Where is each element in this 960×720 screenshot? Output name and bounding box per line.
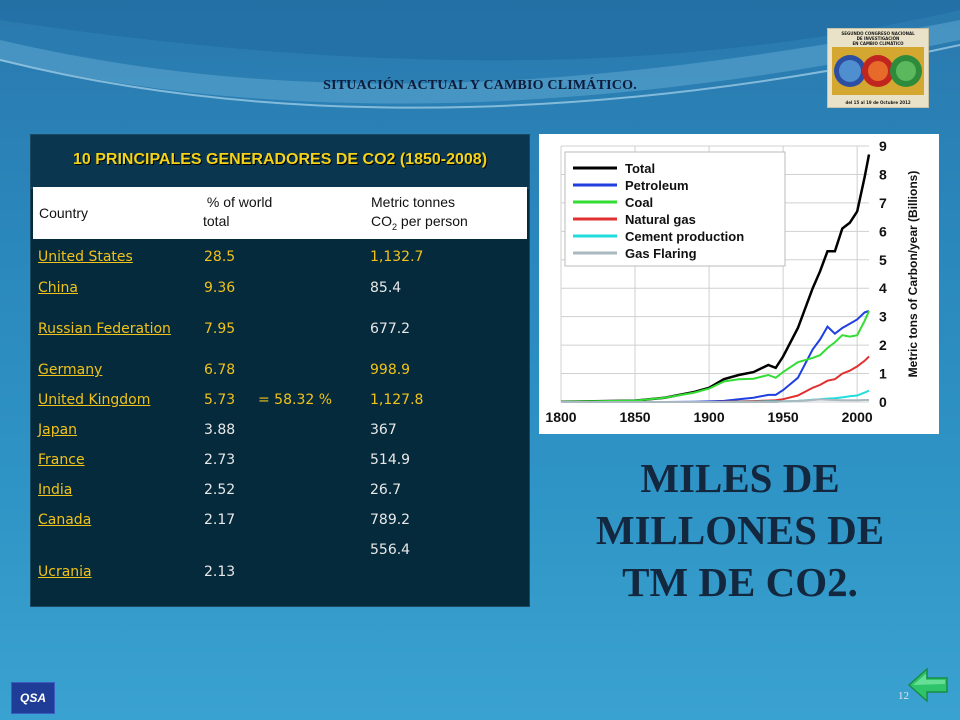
y-tick-label: 8 bbox=[879, 166, 887, 182]
qsa-logo: QSA bbox=[11, 682, 55, 714]
header-pct-line1-text: % of world bbox=[206, 194, 273, 210]
table-row-metric: 85.4 bbox=[370, 280, 402, 296]
header-metric-line1: Metric tonnes bbox=[371, 194, 456, 210]
table-row-metric: 1,132.7 bbox=[370, 249, 424, 265]
y-tick-label: 6 bbox=[879, 223, 887, 239]
units-caption-line: TM DE CO2. bbox=[622, 559, 858, 605]
table-row-metric: 1,127.8 bbox=[370, 392, 424, 408]
table-row-country-link[interactable]: United States bbox=[38, 249, 133, 265]
header-metric-suffix: per person bbox=[397, 213, 468, 229]
series-line-natural-gas bbox=[561, 355, 870, 403]
co2-table-panel: 10 PRINCIPALES GENERADORES DE CO2 (1850-… bbox=[30, 134, 530, 607]
table-row-metric: 367 bbox=[370, 422, 397, 438]
table-row-pct: 2.13 bbox=[204, 564, 236, 580]
series-line-petroleum bbox=[561, 310, 870, 403]
table-row-pct: 2.73 bbox=[204, 452, 236, 468]
emissions-chart-svg: 1800 1850 1900 1950 2000 0 1 2 3 4 5 6 7 8 9 Metric ton… bbox=[545, 138, 920, 425]
header-metric-sub: 2 bbox=[392, 221, 398, 232]
logo-globe-graphic bbox=[832, 47, 924, 95]
logo-date: del 15 al 19 de Octubre 2012 bbox=[845, 100, 911, 105]
legend-label: Gas Flaring bbox=[625, 246, 697, 261]
series-line-coal bbox=[560, 310, 870, 403]
page-number: 12 bbox=[898, 690, 909, 702]
back-arrow-button[interactable] bbox=[907, 666, 949, 704]
y-axis-label: Metric tons of Carbon/year (Billions) bbox=[906, 171, 920, 378]
x-tick-label: 1800 bbox=[545, 409, 576, 425]
table-row-country-link[interactable]: Canada bbox=[38, 512, 92, 528]
x-tick-label: 1850 bbox=[619, 409, 650, 425]
header-metric: Metric tonnes CO2 per person bbox=[371, 193, 468, 237]
table-row-pct: 9.36 bbox=[204, 280, 236, 296]
x-tick-label: 1950 bbox=[768, 409, 799, 425]
table-title: 10 PRINCIPALES GENERADORES DE CO2 (1850-… bbox=[72, 151, 488, 168]
y-tick-label: 2 bbox=[879, 337, 887, 353]
back-arrow-highlight bbox=[913, 674, 945, 685]
table-row-metric: 677.2 bbox=[370, 321, 411, 337]
legend-box bbox=[564, 151, 786, 267]
logo-text: SEGUNDO CONGRESO NACIONAL DE INVESTIGACI… bbox=[828, 31, 928, 46]
table-row-country-link[interactable]: Germany bbox=[38, 362, 103, 378]
logo-text-line: SEGUNDO CONGRESO NACIONAL bbox=[841, 31, 915, 36]
congress-logo: SEGUNDO CONGRESO NACIONAL DE INVESTIGACI… bbox=[827, 28, 929, 108]
slide-title: SITUACIÓN ACTUAL Y CAMBIO CLIMÁTICO. bbox=[323, 78, 637, 93]
series-line-gas-flaring bbox=[561, 398, 869, 403]
emissions-chart: 1800 1850 1900 1950 2000 0 1 2 3 4 5 6 7 8 9 Metric ton… bbox=[539, 134, 939, 434]
table-row-pct: 2.52 bbox=[204, 482, 236, 498]
y-tick-label: 5 bbox=[879, 252, 887, 268]
x-tick-label: 2000 bbox=[842, 409, 873, 425]
legend-label: Total bbox=[625, 161, 655, 176]
table-row-country-link[interactable]: France bbox=[38, 452, 85, 468]
table-row-pct: 5.73 bbox=[204, 392, 236, 408]
logo-text-line: EN CAMBIO CLIMÁTICO bbox=[852, 41, 904, 46]
y-tick-label: 1 bbox=[879, 366, 887, 382]
table-row-pct: 28.5 bbox=[204, 249, 236, 265]
table-row-country-link[interactable]: Japan bbox=[38, 422, 78, 438]
table-row-pct: 2.17 bbox=[204, 512, 236, 528]
header-country: Country bbox=[39, 205, 89, 221]
logo-text-line: DE INVESTIGACIÓN bbox=[856, 36, 900, 41]
legend-label: Cement production bbox=[625, 229, 744, 244]
y-tick-label: 3 bbox=[879, 309, 887, 325]
header-metric-line2: CO2 per person bbox=[371, 212, 468, 237]
table-row-metric: 789.2 bbox=[370, 512, 411, 528]
table-row-pct: 6.78 bbox=[204, 362, 236, 378]
table-row-pct: 7.95 bbox=[204, 321, 236, 337]
y-tick-label: 9 bbox=[879, 138, 887, 154]
units-caption-line: MILES DE bbox=[640, 455, 840, 501]
y-tick-label: 4 bbox=[879, 280, 887, 296]
units-caption-line: MILLONES DE bbox=[595, 507, 885, 553]
table-header: Country % of world total Metric tonnes C… bbox=[33, 187, 527, 239]
table-row-metric: 514.9 bbox=[370, 452, 411, 468]
top5-sum-label: = 58.32 % bbox=[258, 392, 333, 408]
table-row-country-link[interactable]: Russian Federation bbox=[38, 321, 171, 337]
table-row-metric: 556.4 bbox=[370, 542, 411, 558]
units-caption: MILES DE MILLONES DE TM DE CO2. bbox=[560, 452, 920, 608]
table-row-country-link[interactable]: China bbox=[38, 280, 78, 296]
table-row-metric: 26.7 bbox=[370, 482, 402, 498]
table-row-country-link[interactable]: United Kingdom bbox=[38, 392, 151, 408]
header-pct: % of world total bbox=[203, 193, 272, 231]
table-title-bar: 10 PRINCIPALES GENERADORES DE CO2 (1850-… bbox=[31, 135, 529, 189]
table-row-metric: 998.9 bbox=[370, 362, 411, 378]
qsa-logo-text: QSA bbox=[19, 691, 46, 705]
legend-label: Petroleum bbox=[625, 178, 689, 193]
legend-label: Natural gas bbox=[625, 212, 696, 227]
legend-label: Coal bbox=[625, 195, 653, 210]
header-metric-co: CO bbox=[371, 213, 392, 229]
y-tick-label: 0 bbox=[879, 394, 887, 410]
header-pct-line1: % of world bbox=[203, 193, 272, 212]
header-pct-line2: total bbox=[203, 213, 230, 229]
x-tick-label: 1900 bbox=[693, 409, 724, 425]
table-row-pct: 3.88 bbox=[204, 422, 236, 438]
header-swoosh bbox=[0, 0, 960, 109]
y-tick-label: 7 bbox=[879, 195, 887, 211]
back-arrow-icon bbox=[907, 667, 948, 703]
table-row-country-link[interactable]: Ucrania bbox=[38, 564, 92, 580]
table-row-country-link[interactable]: India bbox=[38, 482, 73, 498]
